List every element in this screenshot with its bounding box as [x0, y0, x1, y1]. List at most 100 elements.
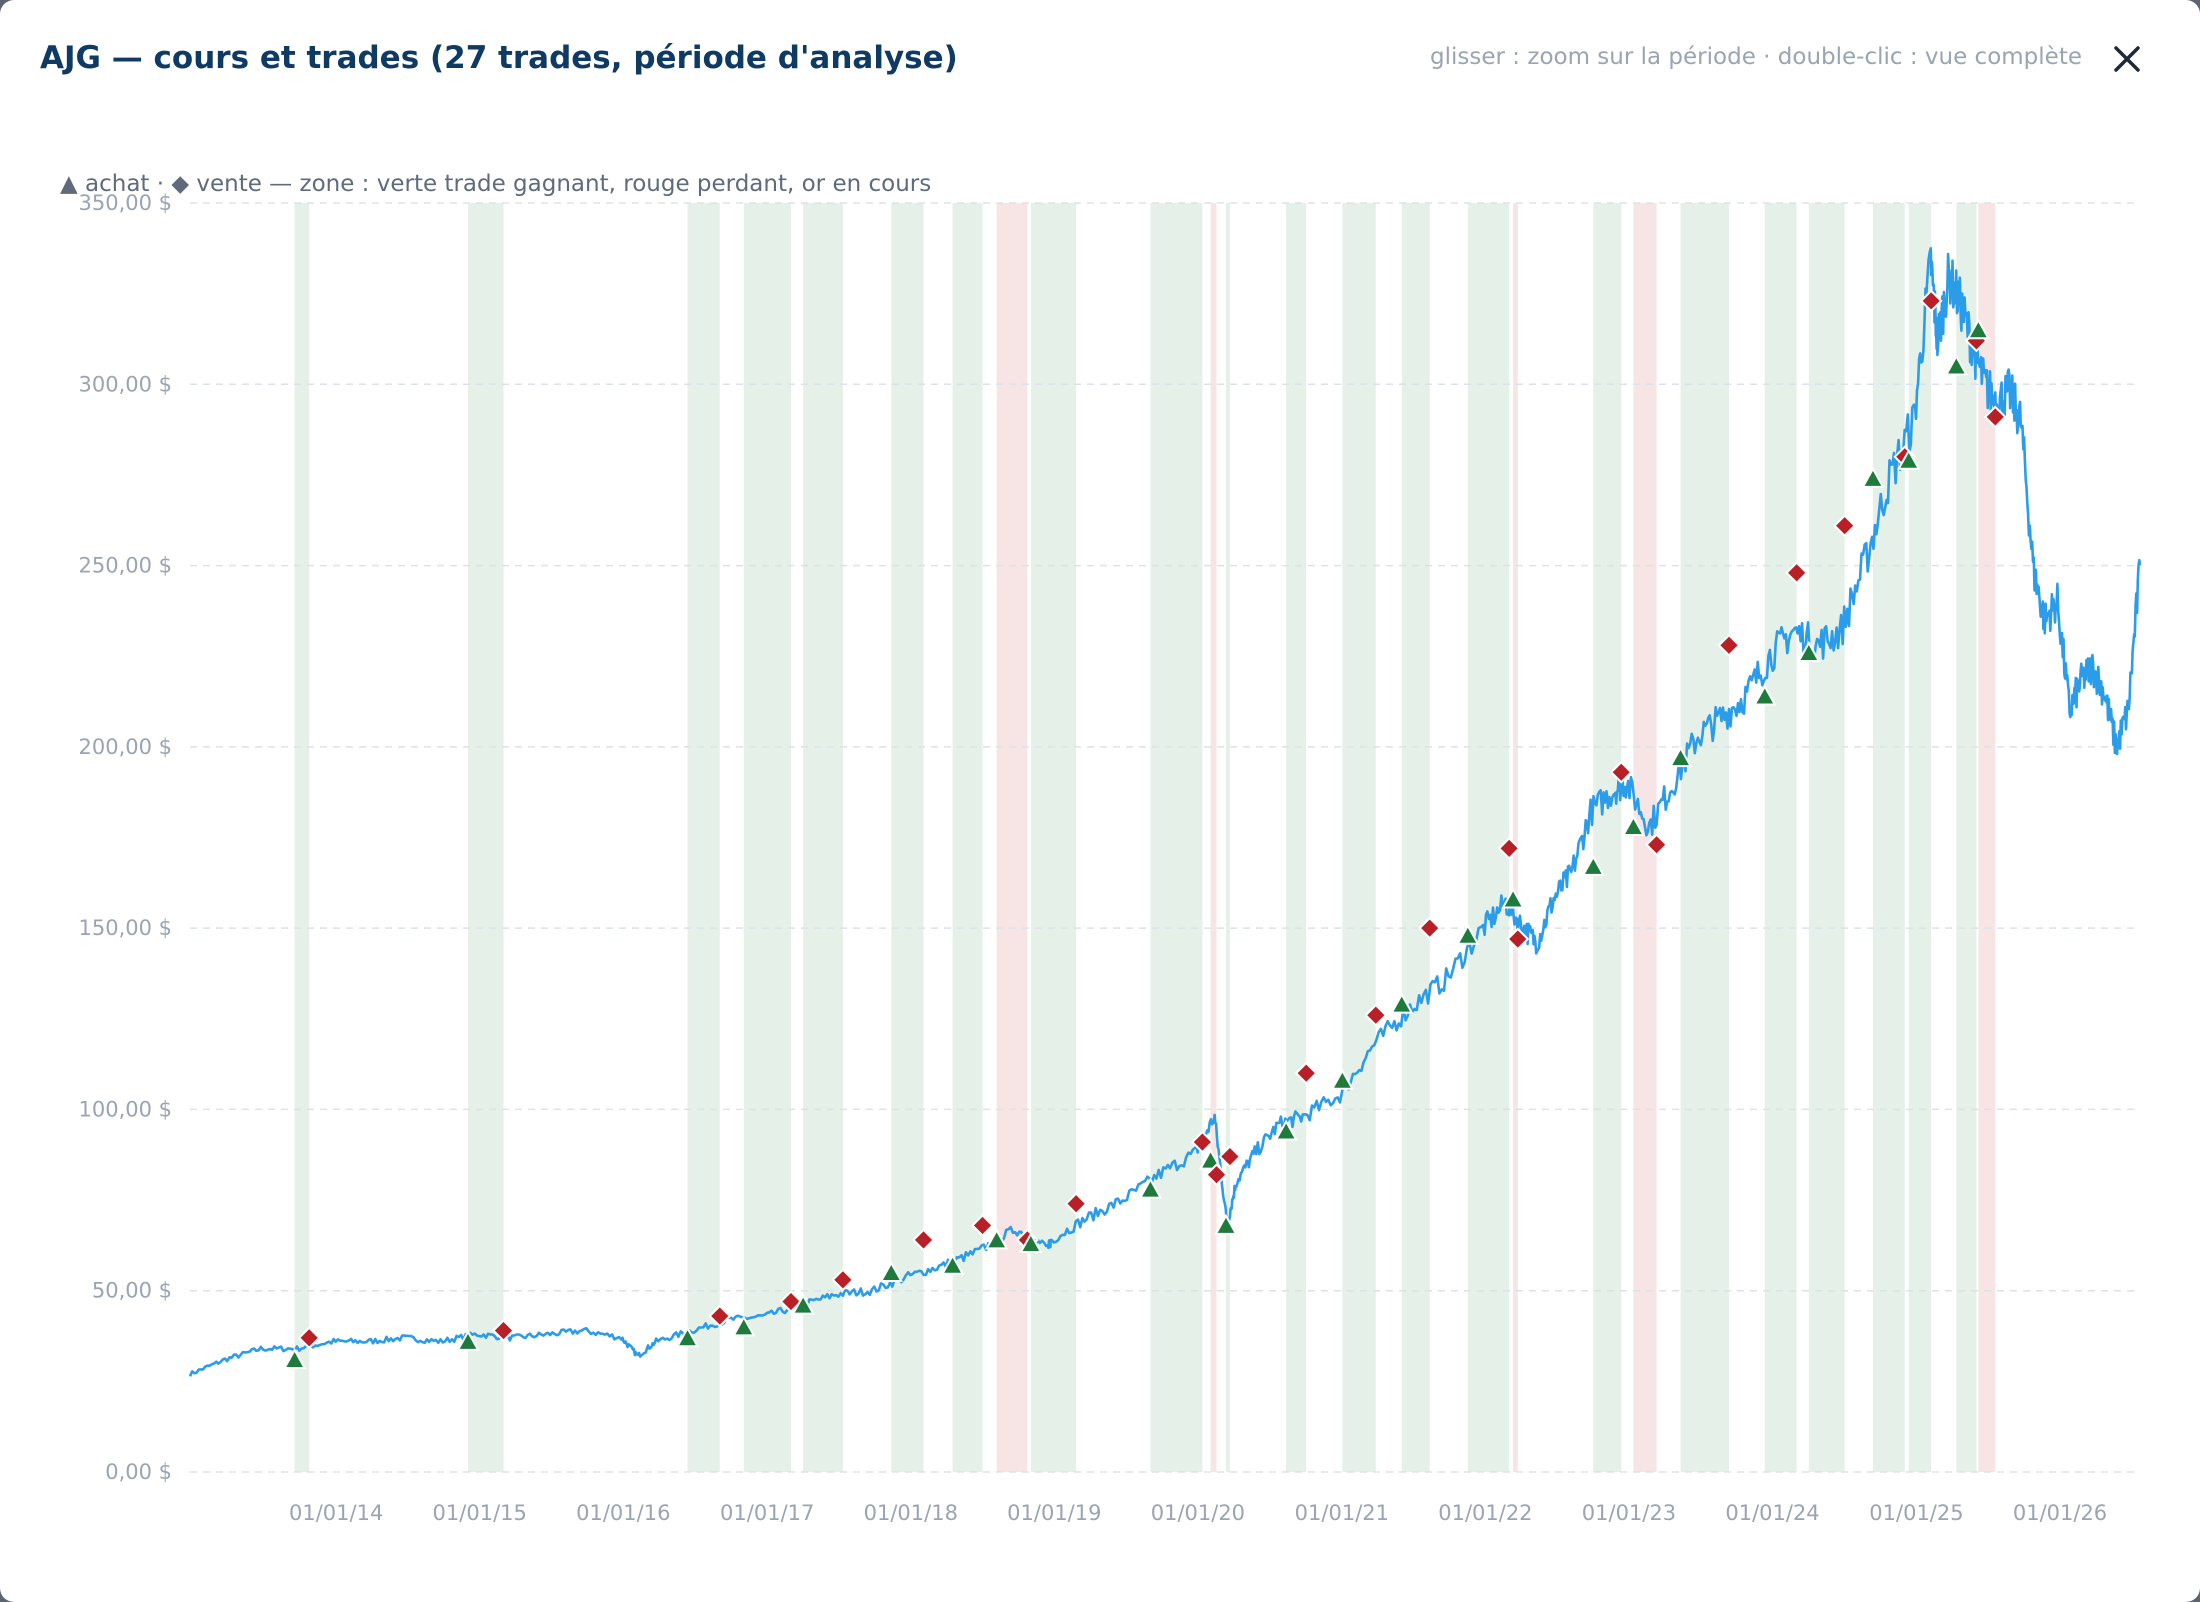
sell-marker [1218, 1145, 1242, 1168]
buy-marker [1668, 746, 1693, 768]
close-button[interactable] [2106, 38, 2148, 80]
buy-marker [675, 1326, 700, 1348]
trade-zone-6 [891, 203, 924, 1472]
trade-zones [294, 203, 1996, 1472]
trade-zone-16 [1467, 203, 1510, 1472]
trade-zone-25 [1956, 203, 1977, 1472]
trade-zone-10 [1150, 203, 1203, 1472]
sell-marker [1506, 927, 1530, 951]
x-tick-label: 01/01/24 [1725, 1501, 1819, 1525]
buy-marker [940, 1253, 965, 1275]
sell-marker [708, 1304, 732, 1328]
buy-marker [282, 1347, 307, 1369]
y-tick-label: 350,00 $ [78, 191, 172, 215]
buy-marker [1966, 318, 1991, 340]
buy-marker [456, 1329, 480, 1351]
buy-marker [984, 1228, 1009, 1250]
sell-marker [492, 1319, 515, 1343]
x-tick-label: 01/01/23 [1582, 1501, 1676, 1525]
y-tick-label: 200,00 $ [78, 735, 172, 759]
trade-zone-15 [1401, 203, 1430, 1472]
zoom-hint: glisser : zoom sur la période · double-c… [1430, 44, 2082, 70]
y-tick-label: 100,00 $ [78, 1097, 172, 1121]
buy-marker [1390, 992, 1414, 1014]
sell-marker [1497, 836, 1521, 860]
y-tick-label: 50,00 $ [92, 1279, 172, 1303]
buy-marker [1198, 1148, 1223, 1170]
buy-marker [732, 1315, 756, 1337]
trade-zone-14 [1342, 203, 1376, 1472]
buy-marker [1274, 1119, 1298, 1141]
sell-marker [1364, 1003, 1388, 1027]
y-grid: 0,00 $ 50,00 $ 100,00 $ 150,00 $ 200,00 $ 250… [78, 191, 2140, 1484]
x-tick-label: 01/01/19 [1007, 1501, 1101, 1525]
x-tick-label: 01/01/16 [576, 1501, 670, 1525]
sell-marker [1645, 833, 1669, 857]
sell-marker [1294, 1061, 1318, 1085]
trade-zone-17 [1513, 203, 1518, 1472]
trade-zone-13 [1286, 203, 1307, 1472]
trade-zone-22 [1808, 203, 1845, 1472]
sell-marker [1418, 916, 1442, 940]
sell-marker [1785, 561, 1809, 585]
x-tick-label: 01/01/18 [864, 1501, 958, 1525]
buy-marker [1861, 466, 1885, 488]
trade-zone-24 [1908, 203, 1932, 1472]
sell-marker [1609, 760, 1633, 784]
sell-marker [1833, 514, 1857, 538]
x-tick-label: 01/01/25 [1869, 1501, 1963, 1525]
x-tick-label: 01/01/15 [433, 1501, 527, 1525]
trade-zone-7 [952, 203, 983, 1472]
y-tick-label: 300,00 $ [78, 372, 172, 396]
buy-marker [1138, 1177, 1163, 1199]
trade-zone-18 [1593, 203, 1622, 1472]
trade-zone-5 [803, 203, 843, 1472]
buy-marker [1330, 1068, 1355, 1090]
x-tick-label: 01/01/14 [289, 1501, 383, 1525]
trade-zone-1 [294, 203, 310, 1472]
buy-marker [791, 1293, 815, 1315]
y-tick-label: 250,00 $ [78, 554, 172, 578]
sell-marker [1919, 289, 1943, 313]
y-tick-label: 150,00 $ [78, 916, 172, 940]
trade-zone-9 [1030, 203, 1077, 1472]
sell-marker [1717, 633, 1741, 657]
trade-zone-26 [1978, 203, 1996, 1472]
buy-marker [1456, 923, 1480, 945]
sell-marker [831, 1268, 855, 1292]
legend-note: ▲ achat · ◆ vente — zone : verte trade g… [60, 171, 932, 197]
sell-marker [297, 1326, 321, 1350]
sell-marker [1983, 405, 2007, 429]
trade-zone-12 [1225, 203, 1230, 1472]
price-line [188, 247, 2142, 1377]
trade-markers [282, 289, 2007, 1369]
x-tick-label: 01/01/26 [2013, 1501, 2107, 1525]
buy-marker [1501, 887, 1525, 909]
trade-zone-21 [1764, 203, 1797, 1472]
sell-marker [912, 1228, 935, 1252]
x-tick-label: 01/01/17 [720, 1501, 814, 1525]
sell-marker [1064, 1192, 1088, 1216]
trade-zone-23 [1872, 203, 1905, 1472]
close-icon [2114, 46, 2140, 72]
modal-title: AJG — cours et trades (27 trades, périod… [40, 40, 958, 76]
buy-marker [1944, 354, 1969, 376]
buy-marker [1621, 814, 1646, 836]
sell-marker [1205, 1163, 1228, 1187]
buy-marker [1753, 684, 1777, 706]
sell-marker [1190, 1130, 1214, 1154]
trade-zone-3 [687, 203, 720, 1472]
buy-marker [1581, 854, 1606, 876]
trade-zone-8 [996, 203, 1028, 1472]
x-tick-label: 01/01/22 [1438, 1501, 1532, 1525]
x-tick-label: 01/01/20 [1151, 1501, 1245, 1525]
buy-marker [1019, 1231, 1043, 1253]
x-axis-ticks: 01/01/14 01/01/15 01/01/16 01/01/17 01/01/18… [289, 1501, 2107, 1525]
trade-zone-19 [1633, 203, 1657, 1472]
sell-marker [971, 1214, 994, 1237]
trade-zone-11 [1210, 203, 1217, 1472]
buy-marker [1797, 640, 1821, 662]
trade-zone-20 [1680, 203, 1729, 1472]
